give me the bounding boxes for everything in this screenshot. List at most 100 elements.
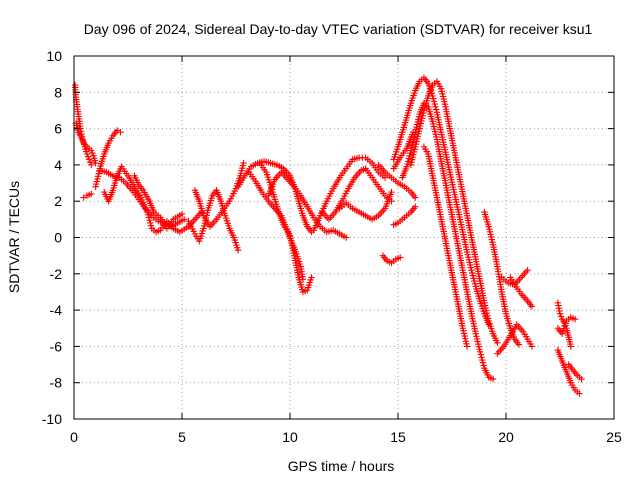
data-point: [87, 158, 94, 166]
series-track-m: [265, 168, 350, 241]
series-track-ab: [507, 274, 536, 310]
series-track-t: [420, 143, 471, 350]
tick-labels: 0 5 10 15 20 25 -10 -8 -6 -4 -2 0 2 4 6 8 10: [42, 48, 622, 445]
series-track-w: [375, 161, 419, 201]
data-point: [180, 216, 188, 223]
data-point: [147, 222, 155, 229]
data-point: [471, 280, 479, 287]
data-point: [469, 272, 477, 279]
data-point: [144, 211, 152, 219]
data-point: [342, 234, 350, 241]
data-point: [89, 149, 96, 157]
data-point: [406, 152, 413, 160]
data-point: [80, 194, 87, 201]
chart-title: Day 096 of 2024, Sidereal Day-to-day VTE…: [84, 21, 593, 37]
data-point: [430, 95, 437, 102]
series-track-ae: [554, 346, 583, 397]
data-point: [478, 354, 485, 361]
data-point: [83, 150, 91, 158]
data-point: [88, 190, 95, 198]
data-point: [479, 359, 487, 366]
data-point: [114, 127, 121, 134]
series-track-n: [310, 154, 389, 234]
grid-lines: [74, 56, 614, 419]
data-point: [407, 149, 414, 157]
data-point: [557, 313, 565, 320]
series-track-u: [390, 129, 417, 172]
series-track-g: [131, 172, 186, 232]
data-point: [528, 303, 536, 310]
data-point: [468, 266, 475, 274]
x-tick-label: 25: [606, 429, 622, 445]
data-point: [92, 159, 99, 167]
series-track-o: [319, 165, 395, 223]
data-point: [144, 208, 151, 216]
y-tick-label: -4: [50, 302, 63, 318]
y-tick-label: 0: [54, 230, 62, 246]
data-point: [388, 188, 395, 196]
series-track-b: [72, 119, 99, 167]
data-point: [524, 266, 531, 274]
data-point: [381, 174, 389, 181]
series-track-z: [494, 321, 536, 357]
data-point: [489, 375, 497, 383]
x-tick-label: 0: [70, 429, 78, 445]
series-track-ad: [554, 314, 579, 337]
data-point: [85, 156, 93, 163]
data-point: [463, 343, 471, 350]
data-point: [477, 351, 484, 358]
data-point: [476, 348, 484, 356]
data-point: [404, 158, 412, 165]
data-point: [88, 161, 95, 169]
data-point: [178, 210, 186, 218]
data-point: [567, 343, 574, 350]
data-point: [412, 203, 419, 210]
data-point: [117, 129, 124, 136]
series-track-s: [399, 99, 497, 383]
y-tick-label: -8: [50, 375, 63, 391]
series-track-af: [565, 361, 585, 383]
series-track-l: [256, 159, 307, 283]
series-track-p: [336, 188, 395, 223]
series-track-d: [92, 127, 124, 190]
data-point: [405, 155, 412, 162]
data-point: [145, 214, 153, 221]
y-tick-label: -2: [50, 266, 63, 282]
y-tick-label: 4: [54, 157, 62, 173]
data-point: [409, 129, 417, 136]
x-tick-label: 5: [178, 429, 186, 445]
data-point: [480, 362, 487, 369]
y-tick-label: -6: [50, 338, 63, 354]
data-point: [571, 315, 579, 323]
data-point: [147, 219, 154, 227]
series-track-q: [390, 74, 492, 328]
series-track-v: [390, 203, 419, 228]
series-track-x: [379, 252, 404, 267]
data-point: [494, 339, 501, 346]
y-tick-label: 8: [54, 84, 62, 100]
data-point: [403, 163, 410, 170]
data-point: [528, 343, 536, 350]
data-point: [412, 194, 419, 201]
data-point: [431, 100, 438, 108]
data-point: [88, 147, 95, 154]
data-point: [84, 153, 92, 160]
x-tick-label: 10: [282, 429, 298, 445]
data-point: [432, 106, 440, 113]
plot-frame: [73, 55, 615, 420]
data-point: [396, 254, 404, 261]
data-point: [299, 276, 307, 283]
y-tick-label: 10: [46, 48, 62, 64]
y-axis-title: SDTVAR / TECUs: [6, 181, 22, 293]
series-track-r: [407, 78, 501, 346]
y-tick-label: 6: [54, 121, 62, 137]
data-point: [430, 98, 438, 105]
x-tick-label: 15: [390, 429, 406, 445]
y-tick-label: 2: [54, 193, 62, 209]
data-point: [576, 390, 583, 397]
data-points: [71, 74, 585, 397]
series-track-i: [191, 159, 247, 230]
series-track-h: [185, 187, 242, 254]
